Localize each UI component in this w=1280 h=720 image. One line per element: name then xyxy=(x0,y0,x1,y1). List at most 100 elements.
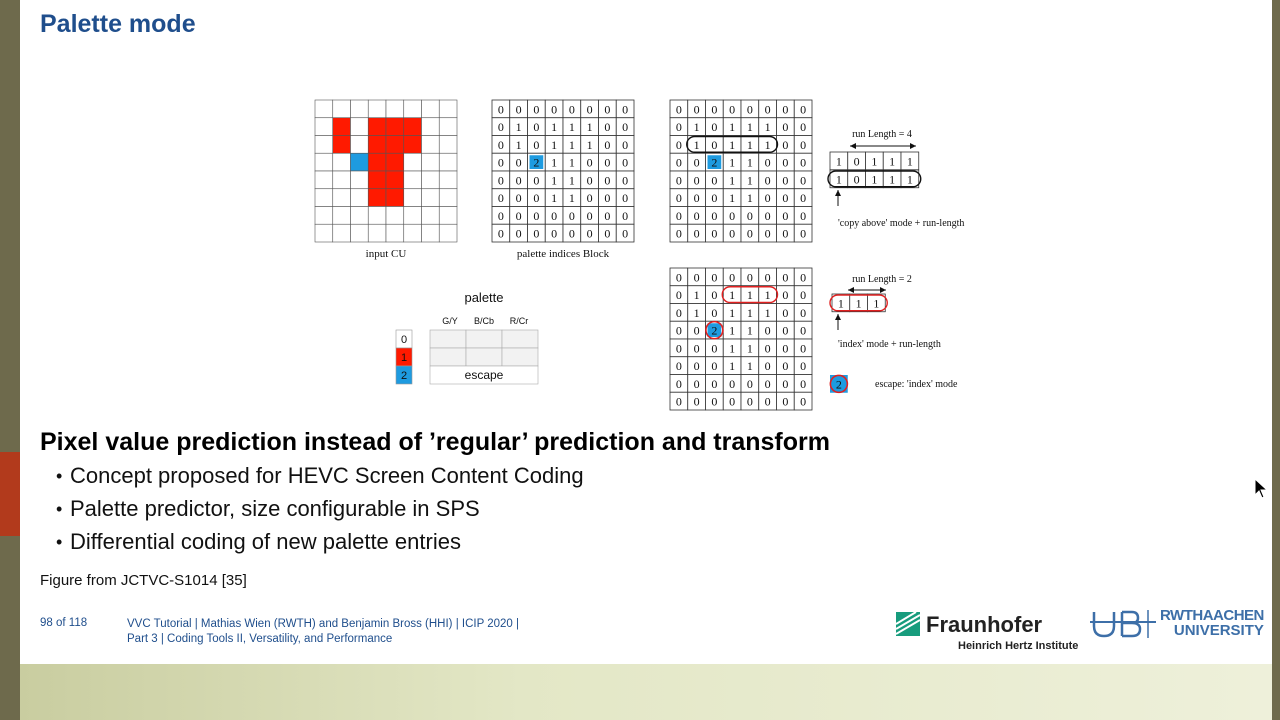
bullet-item: • Palette predictor, size configurable in… xyxy=(56,496,480,521)
bullet-list: • Concept proposed for HEVC Screen Conten… xyxy=(56,462,584,561)
copy-up-arrowhead xyxy=(835,190,841,196)
index-mode-grid-value: 0 xyxy=(747,377,753,391)
palette-indices-value: 0 xyxy=(533,173,539,187)
copy-above-grid-value: 0 xyxy=(800,227,806,241)
copy-run-current-value: 1 xyxy=(907,172,913,186)
escape-highlight-circle xyxy=(705,320,724,340)
palette-indices-value: 0 xyxy=(604,156,610,170)
input-cu-cell xyxy=(350,117,369,136)
index-run-highlight xyxy=(829,294,888,312)
input-cu-cell xyxy=(385,117,405,136)
input-cu-cell xyxy=(314,99,334,119)
index-mode-grid-value: 0 xyxy=(800,395,806,409)
input-cu-cell xyxy=(438,135,458,154)
index-mode-grid-value: 0 xyxy=(782,324,788,338)
index-mode-grid-value: 0 xyxy=(800,324,806,338)
copy-above-grid-value: 0 xyxy=(765,102,771,116)
palette-indices-value: 1 xyxy=(569,120,575,134)
input-cu-cell xyxy=(314,135,334,154)
input-cu-cell xyxy=(438,206,458,225)
copy-above-grid-value: 0 xyxy=(711,227,717,241)
input-cu-cell xyxy=(367,206,387,225)
input-cu-cell xyxy=(403,152,422,172)
index-mode-grid-value: 0 xyxy=(676,324,682,338)
bullet-item: • Differential coding of new palette entr… xyxy=(56,529,461,554)
palette-indices-value: 0 xyxy=(516,156,522,170)
palette-indices-value: 0 xyxy=(498,227,504,241)
copy-above-grid-value: 0 xyxy=(711,120,717,134)
input-cu-cell xyxy=(385,152,405,172)
input-cu-cell xyxy=(438,170,458,190)
index-mode-grid-value: 1 xyxy=(729,306,735,320)
input-cu-cell xyxy=(332,206,351,225)
copy-above-grid-value: 0 xyxy=(747,102,753,116)
input-cu-cell xyxy=(350,206,369,225)
fraunhofer-mark-icon xyxy=(896,612,920,636)
index-mode-grid-value: 1 xyxy=(747,288,753,302)
input-cu-cell xyxy=(332,188,351,207)
palette-indices-value: 0 xyxy=(533,209,539,223)
index-mode-grid-value: 0 xyxy=(782,341,788,355)
copy-above-grid-value: 0 xyxy=(800,138,806,152)
index-mode-grid-value: 1 xyxy=(765,288,771,302)
index-mode-grid-value: 1 xyxy=(694,288,700,302)
index-mode-grid-value: 0 xyxy=(782,359,788,373)
index-mode-grid-value: 0 xyxy=(676,341,682,355)
input-cu-cell xyxy=(367,135,387,154)
palette-indices-value: 0 xyxy=(604,138,610,152)
index-mode-grid-value: 0 xyxy=(747,395,753,409)
palette-indices-value: 0 xyxy=(622,120,628,134)
section-heading: Pixel value prediction instead of ’regul… xyxy=(40,428,830,456)
copy-run-above-value: 1 xyxy=(836,154,842,168)
palette-indices-value: 1 xyxy=(551,156,557,170)
palette-indices-value: 0 xyxy=(551,227,557,241)
index-mode-grid-value: 0 xyxy=(800,359,806,373)
copy-above-grid-value: 0 xyxy=(711,102,717,116)
copy-above-grid-escape-cell xyxy=(707,155,722,169)
input-cu-cell xyxy=(367,188,387,207)
copy-above-grid-value: 1 xyxy=(729,156,735,170)
footer-line-2: Part 3 | Coding Tools II, Versatility, a… xyxy=(127,633,393,645)
palette-indices-value: 0 xyxy=(533,227,539,241)
copy-above-grid-value: 0 xyxy=(676,191,682,205)
index-mode-grid-value: 0 xyxy=(694,324,700,338)
index-run-highlight xyxy=(721,286,779,304)
index-mode-grid-value: 0 xyxy=(765,324,771,338)
index-up-arrowhead xyxy=(835,314,841,320)
rwth-logo-line-1: RWTHAACHEN xyxy=(1160,607,1264,624)
input-cu-cell xyxy=(385,135,405,154)
copy-above-grid-value: 0 xyxy=(711,138,717,152)
palette-escape-label: escape xyxy=(465,368,504,382)
palette-indices-value: 0 xyxy=(516,102,522,116)
index-mode-grid-value: 1 xyxy=(729,359,735,373)
index-mode-grid-value: 0 xyxy=(711,270,717,284)
copy-above-grid-value: 0 xyxy=(800,209,806,223)
palette-indices-value: 0 xyxy=(604,227,610,241)
palette-indices-value: 0 xyxy=(622,191,628,205)
copy-above-grid-cell xyxy=(793,223,813,243)
palette-indices-value: 1 xyxy=(516,120,522,134)
index-mode-grid-value: 0 xyxy=(800,270,806,284)
palette-title: palette xyxy=(464,290,503,305)
palette-index-value: 1 xyxy=(401,352,407,364)
index-mode-grid-value: 1 xyxy=(747,341,753,355)
copy-run-current-cell xyxy=(900,169,920,189)
copy-run-above-value: 1 xyxy=(889,154,895,168)
copy-above-grid-value: 0 xyxy=(711,173,717,187)
palette-indices-value: 0 xyxy=(587,173,593,187)
copy-above-grid-value: 1 xyxy=(729,138,735,152)
copy-above-run-highlight xyxy=(686,135,779,153)
input-cu-cell xyxy=(403,99,422,119)
copy-above-grid-value: 0 xyxy=(782,156,788,170)
copy-above-grid-value: 1 xyxy=(747,156,753,170)
bullet-item: • Concept proposed for HEVC Screen Conten… xyxy=(56,463,584,488)
palette-indices-value: 1 xyxy=(587,138,593,152)
mouse-cursor-icon xyxy=(1254,478,1269,499)
palette-figure: input CU 0 0 0 0 0 0 0 0 0 1 0 1 1 1 0 0 0 1 0 1 1 1 0 0 0 0 2 1 1 0 0 0… xyxy=(20,0,1272,420)
copy-run-label: run Length = 4 xyxy=(852,129,912,140)
index-mode-grid-value: 0 xyxy=(729,395,735,409)
index-mode-grid-value: 0 xyxy=(765,270,771,284)
index-mode-grid-value: 0 xyxy=(676,270,682,284)
palette-indices-value: 0 xyxy=(587,156,593,170)
palette-indices-value: 0 xyxy=(533,102,539,116)
